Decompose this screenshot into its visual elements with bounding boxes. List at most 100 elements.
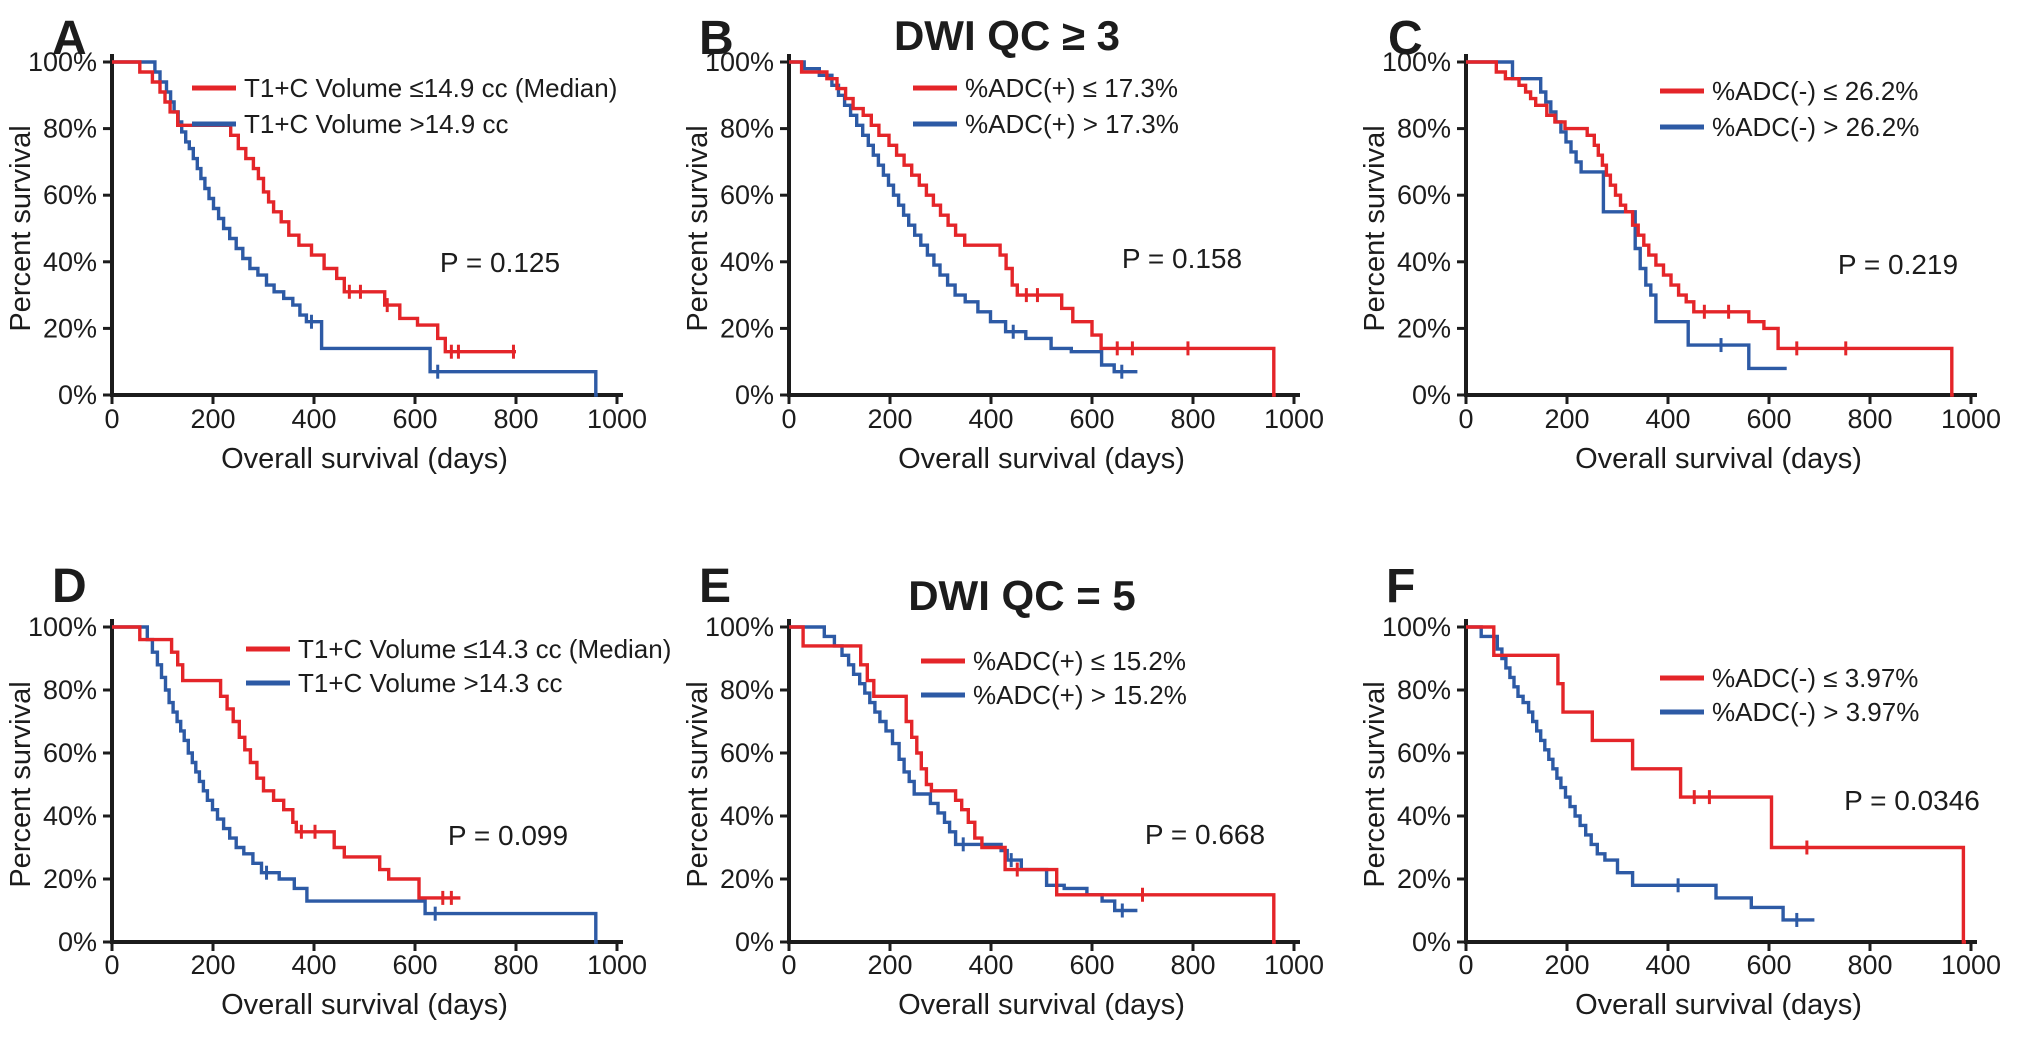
x-tick-label: 400 bbox=[968, 404, 1013, 434]
x-tick-label: 800 bbox=[1170, 404, 1215, 434]
panel-title: DWI QC = 5 bbox=[908, 572, 1136, 619]
y-tick-label: 40% bbox=[1397, 247, 1451, 277]
x-tick-label: 600 bbox=[1069, 950, 1114, 980]
legend-label: T1+C Volume ≤14.3 cc (Median) bbox=[298, 634, 671, 664]
panel-letter: C bbox=[1388, 12, 1423, 65]
panel-c: 0 200 400 600 800 1000 0% 20% 40% 60% 80% 100% %ADC(… bbox=[1354, 0, 2031, 522]
y-tick-label: 80% bbox=[720, 114, 774, 144]
y-tick-label: 60% bbox=[720, 180, 774, 210]
x-tick-label: 600 bbox=[1746, 404, 1791, 434]
x-tick-label: 400 bbox=[1645, 404, 1690, 434]
legend-label: T1+C Volume >14.9 cc bbox=[244, 109, 508, 139]
km-curve-red bbox=[1466, 60, 1954, 397]
x-axis-label: Overall survival (days) bbox=[221, 443, 508, 475]
y-tick-label: 100% bbox=[1382, 612, 1451, 642]
legend-label: %ADC(-) ≤ 26.2% bbox=[1712, 76, 1918, 106]
y-tick-label: 100% bbox=[28, 612, 97, 642]
x-tick-label: 200 bbox=[1544, 950, 1589, 980]
x-tick-label: 1000 bbox=[587, 950, 647, 980]
x-tick-label: 600 bbox=[392, 404, 437, 434]
legend-label: T1+C Volume >14.3 cc bbox=[298, 668, 562, 698]
y-tick-label: 80% bbox=[43, 114, 97, 144]
x-tick-label: 0 bbox=[781, 950, 796, 980]
y-tick-label: 0% bbox=[58, 380, 97, 410]
panel-d-chart: 0 200 400 600 800 1000 0% 20% 40% 60% 80% 100% T1+C … bbox=[5, 560, 671, 1021]
x-tick-label: 800 bbox=[1170, 950, 1215, 980]
x-tick-label: 1000 bbox=[1941, 404, 2001, 434]
legend-label: %ADC(+) > 15.2% bbox=[973, 680, 1187, 710]
x-tick-label: 1000 bbox=[587, 404, 647, 434]
x-tick-label: 0 bbox=[1458, 950, 1473, 980]
legend-label: %ADC(+) > 17.3% bbox=[965, 109, 1179, 139]
y-tick-label: 40% bbox=[720, 247, 774, 277]
y-tick-label: 0% bbox=[1412, 380, 1451, 410]
panel-a: 0 200 400 600 800 1000 0% 20% 40% 60% 80% 100% T1+C … bbox=[0, 0, 677, 522]
legend-label: %ADC(+) ≤ 15.2% bbox=[973, 646, 1186, 676]
x-tick-label: 0 bbox=[781, 404, 796, 434]
legend-label: %ADC(+) ≤ 17.3% bbox=[965, 73, 1178, 103]
y-tick-label: 40% bbox=[43, 801, 97, 831]
y-axis-label: Percent survival bbox=[5, 125, 37, 331]
panel-letter: E bbox=[699, 560, 731, 613]
y-tick-label: 100% bbox=[705, 47, 774, 77]
x-tick-label: 600 bbox=[1746, 950, 1791, 980]
x-tick-label: 800 bbox=[1847, 950, 1892, 980]
y-tick-label: 40% bbox=[1397, 801, 1451, 831]
km-curve-red bbox=[789, 625, 1276, 944]
panel-c-chart: 0 200 400 600 800 1000 0% 20% 40% 60% 80% 100% %ADC(… bbox=[1359, 12, 2001, 475]
x-tick-label: 0 bbox=[1458, 404, 1473, 434]
y-tick-label: 20% bbox=[1397, 313, 1451, 343]
y-tick-label: 20% bbox=[720, 313, 774, 343]
panel-letter: D bbox=[52, 560, 87, 613]
x-tick-label: 600 bbox=[1069, 404, 1114, 434]
y-tick-label: 0% bbox=[735, 380, 774, 410]
panel-b-chart: 0 200 400 600 800 1000 0% 20% 40% 60% 80% 100% %ADC(… bbox=[682, 12, 1324, 475]
y-tick-label: 0% bbox=[58, 927, 97, 957]
y-tick-label: 40% bbox=[43, 247, 97, 277]
km-curve-red bbox=[789, 60, 1276, 397]
y-axis-label: Percent survival bbox=[1359, 125, 1391, 331]
y-tick-label: 0% bbox=[735, 927, 774, 957]
panel-letter: F bbox=[1386, 560, 1415, 613]
panel-e: 0 200 400 600 800 1000 0% 20% 40% 60% 80% 100% %ADC(… bbox=[677, 522, 1354, 1044]
x-tick-label: 1000 bbox=[1264, 950, 1324, 980]
p-value-label: P = 0.0346 bbox=[1844, 785, 1980, 816]
x-tick-label: 400 bbox=[291, 404, 336, 434]
p-value-label: P = 0.158 bbox=[1122, 243, 1242, 274]
y-tick-label: 20% bbox=[43, 313, 97, 343]
y-tick-label: 100% bbox=[705, 612, 774, 642]
y-tick-label: 40% bbox=[720, 801, 774, 831]
x-tick-label: 200 bbox=[867, 950, 912, 980]
panel-f: 0 200 400 600 800 1000 0% 20% 40% 60% 80% 100% %ADC(… bbox=[1354, 522, 2031, 1044]
x-tick-label: 800 bbox=[493, 950, 538, 980]
x-tick-label: 800 bbox=[493, 404, 538, 434]
km-curve-blue bbox=[789, 60, 1138, 374]
panel-e-chart: 0 200 400 600 800 1000 0% 20% 40% 60% 80% 100% %ADC(… bbox=[682, 560, 1324, 1021]
y-tick-label: 80% bbox=[43, 675, 97, 705]
km-curve-red bbox=[1466, 625, 1966, 944]
y-tick-label: 80% bbox=[1397, 675, 1451, 705]
x-tick-label: 400 bbox=[291, 950, 336, 980]
y-tick-label: 0% bbox=[1412, 927, 1451, 957]
km-curve-blue bbox=[1466, 625, 1815, 922]
x-tick-label: 200 bbox=[190, 950, 235, 980]
p-value-label: P = 0.219 bbox=[1838, 249, 1958, 280]
p-value-label: P = 0.125 bbox=[440, 247, 560, 278]
y-axis-label: Percent survival bbox=[682, 125, 714, 331]
x-axis-label: Overall survival (days) bbox=[1575, 443, 1862, 475]
y-axis-label: Percent survival bbox=[1359, 681, 1391, 887]
panel-letter: B bbox=[699, 12, 734, 65]
x-axis-label: Overall survival (days) bbox=[898, 443, 1185, 475]
y-tick-label: 100% bbox=[28, 47, 97, 77]
y-tick-label: 20% bbox=[720, 864, 774, 894]
x-axis-label: Overall survival (days) bbox=[898, 989, 1185, 1021]
panel-a-chart: 0 200 400 600 800 1000 0% 20% 40% 60% 80% 100% T1+C … bbox=[5, 12, 647, 475]
y-tick-label: 20% bbox=[1397, 864, 1451, 894]
y-tick-label: 100% bbox=[1382, 47, 1451, 77]
x-tick-label: 1000 bbox=[1264, 404, 1324, 434]
y-tick-label: 60% bbox=[43, 738, 97, 768]
legend-label: %ADC(-) > 3.97% bbox=[1712, 697, 1919, 727]
y-tick-label: 80% bbox=[1397, 114, 1451, 144]
km-curve-blue bbox=[112, 625, 598, 944]
